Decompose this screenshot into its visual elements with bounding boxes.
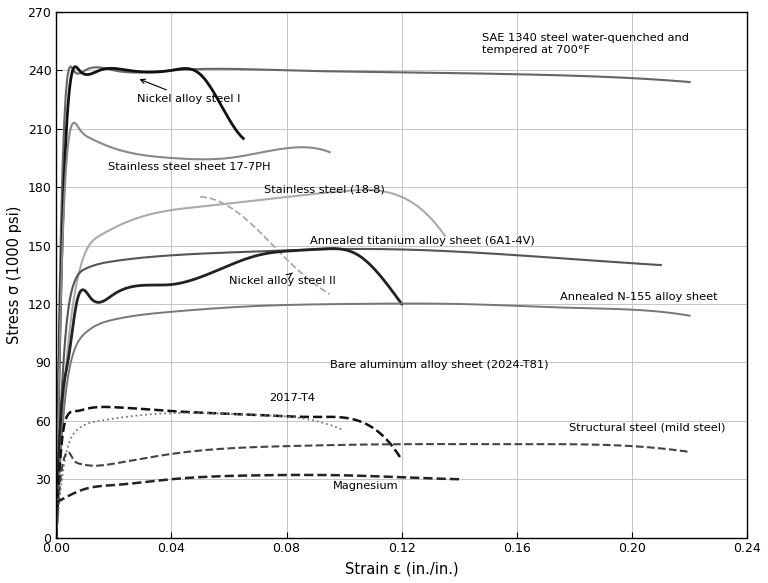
Y-axis label: Stress σ (1000 psi): Stress σ (1000 psi) <box>7 206 22 344</box>
Text: Nickel alloy steel II: Nickel alloy steel II <box>229 273 336 286</box>
Text: Structural steel (mild steel): Structural steel (mild steel) <box>568 423 725 433</box>
Text: Stainless steel (18-8): Stainless steel (18-8) <box>263 185 384 195</box>
Text: SAE 1340 steel water-quenched and
tempered at 700°F: SAE 1340 steel water-quenched and temper… <box>482 33 690 55</box>
X-axis label: Strain ε (in./in.): Strain ε (in./in.) <box>345 561 458 576</box>
Text: Bare aluminum alloy sheet (2024-T81): Bare aluminum alloy sheet (2024-T81) <box>329 360 548 370</box>
Text: Nickel alloy steel I: Nickel alloy steel I <box>137 79 240 104</box>
Text: Annealed titanium alloy sheet (6A1-4V): Annealed titanium alloy sheet (6A1-4V) <box>310 236 535 245</box>
Text: 2017-T4: 2017-T4 <box>270 394 316 403</box>
Text: Magnesium: Magnesium <box>333 481 399 491</box>
Text: Stainless steel sheet 17-7PH: Stainless steel sheet 17-7PH <box>108 162 270 172</box>
Text: Annealed N-155 alloy sheet: Annealed N-155 alloy sheet <box>560 292 717 302</box>
